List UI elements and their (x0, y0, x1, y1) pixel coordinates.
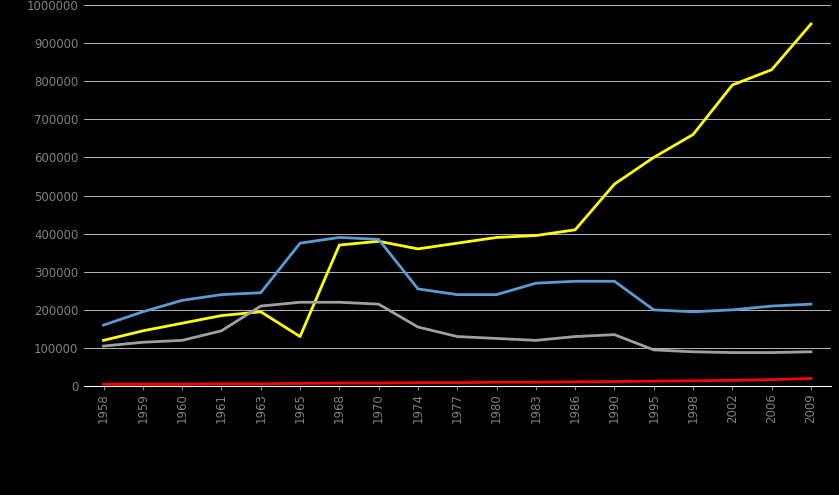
Alemão (806, 349, 816, 355)
Português (492, 379, 502, 385)
Françês (216, 292, 227, 297)
Françês (767, 303, 777, 309)
Françês (571, 278, 581, 284)
Alemão (138, 339, 148, 345)
Françês (649, 307, 659, 313)
Espanhol (806, 21, 816, 27)
Françês (334, 235, 344, 241)
Alemão (334, 299, 344, 305)
Espanhol (138, 328, 148, 334)
Português (806, 376, 816, 382)
Françês (492, 292, 502, 297)
Françês (295, 240, 305, 246)
Françês (531, 280, 541, 286)
Françês (256, 290, 266, 296)
Espanhol (767, 67, 777, 73)
Português (688, 378, 698, 384)
Line: Português: Português (103, 379, 811, 384)
Françês (688, 309, 698, 315)
Alemão (492, 336, 502, 342)
Alemão (452, 334, 462, 340)
Português (256, 381, 266, 387)
Alemão (571, 334, 581, 340)
Alemão (256, 303, 266, 309)
Espanhol (216, 313, 227, 319)
Espanhol (649, 154, 659, 160)
Espanhol (492, 235, 502, 241)
Português (571, 379, 581, 385)
Françês (727, 307, 737, 313)
Português (98, 381, 108, 387)
Português (727, 377, 737, 383)
Espanhol (452, 240, 462, 246)
Português (373, 380, 383, 386)
Alemão (295, 299, 305, 305)
Alemão (727, 349, 737, 355)
Português (609, 379, 619, 385)
Françês (413, 286, 423, 292)
Alemão (609, 332, 619, 338)
Françês (609, 278, 619, 284)
Espanhol (334, 242, 344, 248)
Português (138, 381, 148, 387)
Espanhol (609, 181, 619, 187)
Português (216, 381, 227, 387)
Françês (138, 309, 148, 315)
Alemão (649, 347, 659, 353)
Line: Françês: Françês (103, 238, 811, 325)
Alemão (373, 301, 383, 307)
Português (649, 378, 659, 384)
Françês (177, 297, 187, 303)
Português (295, 381, 305, 387)
Françês (98, 322, 108, 328)
Line: Alemão: Alemão (103, 302, 811, 352)
Espanhol (295, 334, 305, 340)
Espanhol (98, 338, 108, 344)
Português (452, 380, 462, 386)
Line: Espanhol: Espanhol (103, 24, 811, 341)
Alemão (177, 338, 187, 344)
Alemão (413, 324, 423, 330)
Françês (806, 301, 816, 307)
Alemão (531, 338, 541, 344)
Português (177, 381, 187, 387)
Português (531, 379, 541, 385)
Françês (373, 237, 383, 243)
Espanhol (688, 132, 698, 138)
Alemão (98, 343, 108, 349)
Françês (452, 292, 462, 297)
Espanhol (177, 320, 187, 326)
Português (413, 380, 423, 386)
Alemão (767, 349, 777, 355)
Alemão (688, 349, 698, 355)
Espanhol (531, 233, 541, 239)
Espanhol (413, 246, 423, 252)
Espanhol (256, 309, 266, 315)
Espanhol (373, 238, 383, 244)
Português (767, 377, 777, 383)
Espanhol (571, 227, 581, 233)
Português (334, 380, 344, 386)
Alemão (216, 328, 227, 334)
Espanhol (727, 82, 737, 88)
